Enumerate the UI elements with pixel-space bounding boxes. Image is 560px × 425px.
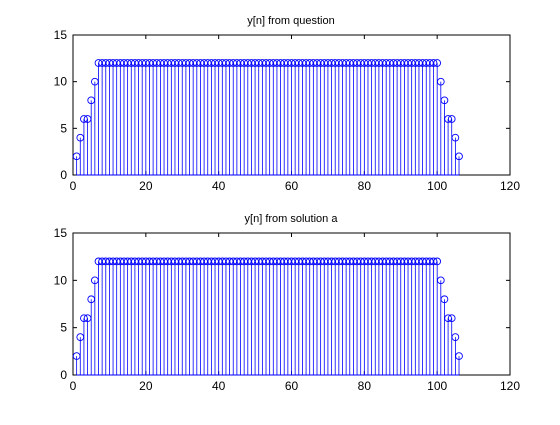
x-tick-label: 0 xyxy=(70,179,77,193)
x-tick-label: 80 xyxy=(358,179,372,193)
y-tick-label: 5 xyxy=(60,321,67,335)
x-tick-label: 0 xyxy=(70,379,77,393)
x-tick-label: 40 xyxy=(212,179,226,193)
y-tick-label: 0 xyxy=(60,368,67,382)
x-tick-label: 100 xyxy=(427,179,447,193)
y-tick-label: 0 xyxy=(60,168,67,182)
stem-marker xyxy=(447,115,456,123)
x-tick-label: 120 xyxy=(500,379,520,393)
x-tick-label: 40 xyxy=(212,379,226,393)
stem-marker xyxy=(451,133,460,142)
subplot-top: y[n] from question 0 20 40 60 80 100 120 0 5 10 15 xyxy=(54,15,521,193)
y-tick-label: 15 xyxy=(54,28,68,42)
chart-title: y[n] from solution a xyxy=(245,213,339,225)
x-tick-label: 20 xyxy=(139,179,153,193)
y-tick-label: 15 xyxy=(54,226,68,240)
chart-title: y[n] from question xyxy=(247,15,334,27)
x-tick-label: 60 xyxy=(285,179,299,193)
stem-marker xyxy=(436,77,445,86)
stem-marker xyxy=(433,257,442,266)
x-tick-label: 100 xyxy=(427,379,447,393)
x-tick-label: 60 xyxy=(285,379,299,393)
x-tick-label: 80 xyxy=(358,379,372,393)
stem-marker xyxy=(440,96,449,105)
stem-marker xyxy=(440,295,449,304)
y-tick-label: 5 xyxy=(60,121,67,135)
stem-marker xyxy=(436,276,445,285)
stem-marker xyxy=(455,352,463,360)
y-tick-label: 10 xyxy=(54,273,68,287)
stem-marker xyxy=(433,59,442,67)
x-tick-label: 120 xyxy=(500,179,520,193)
stem-marker xyxy=(451,333,460,341)
stem-marker xyxy=(447,314,456,323)
stem-marker xyxy=(455,152,463,161)
y-tick-label: 10 xyxy=(54,75,68,89)
subplot-bottom: y[n] from solution a 0 20 40 60 80 100 120 0 5 10… xyxy=(54,213,521,393)
x-tick-label: 20 xyxy=(139,379,153,393)
